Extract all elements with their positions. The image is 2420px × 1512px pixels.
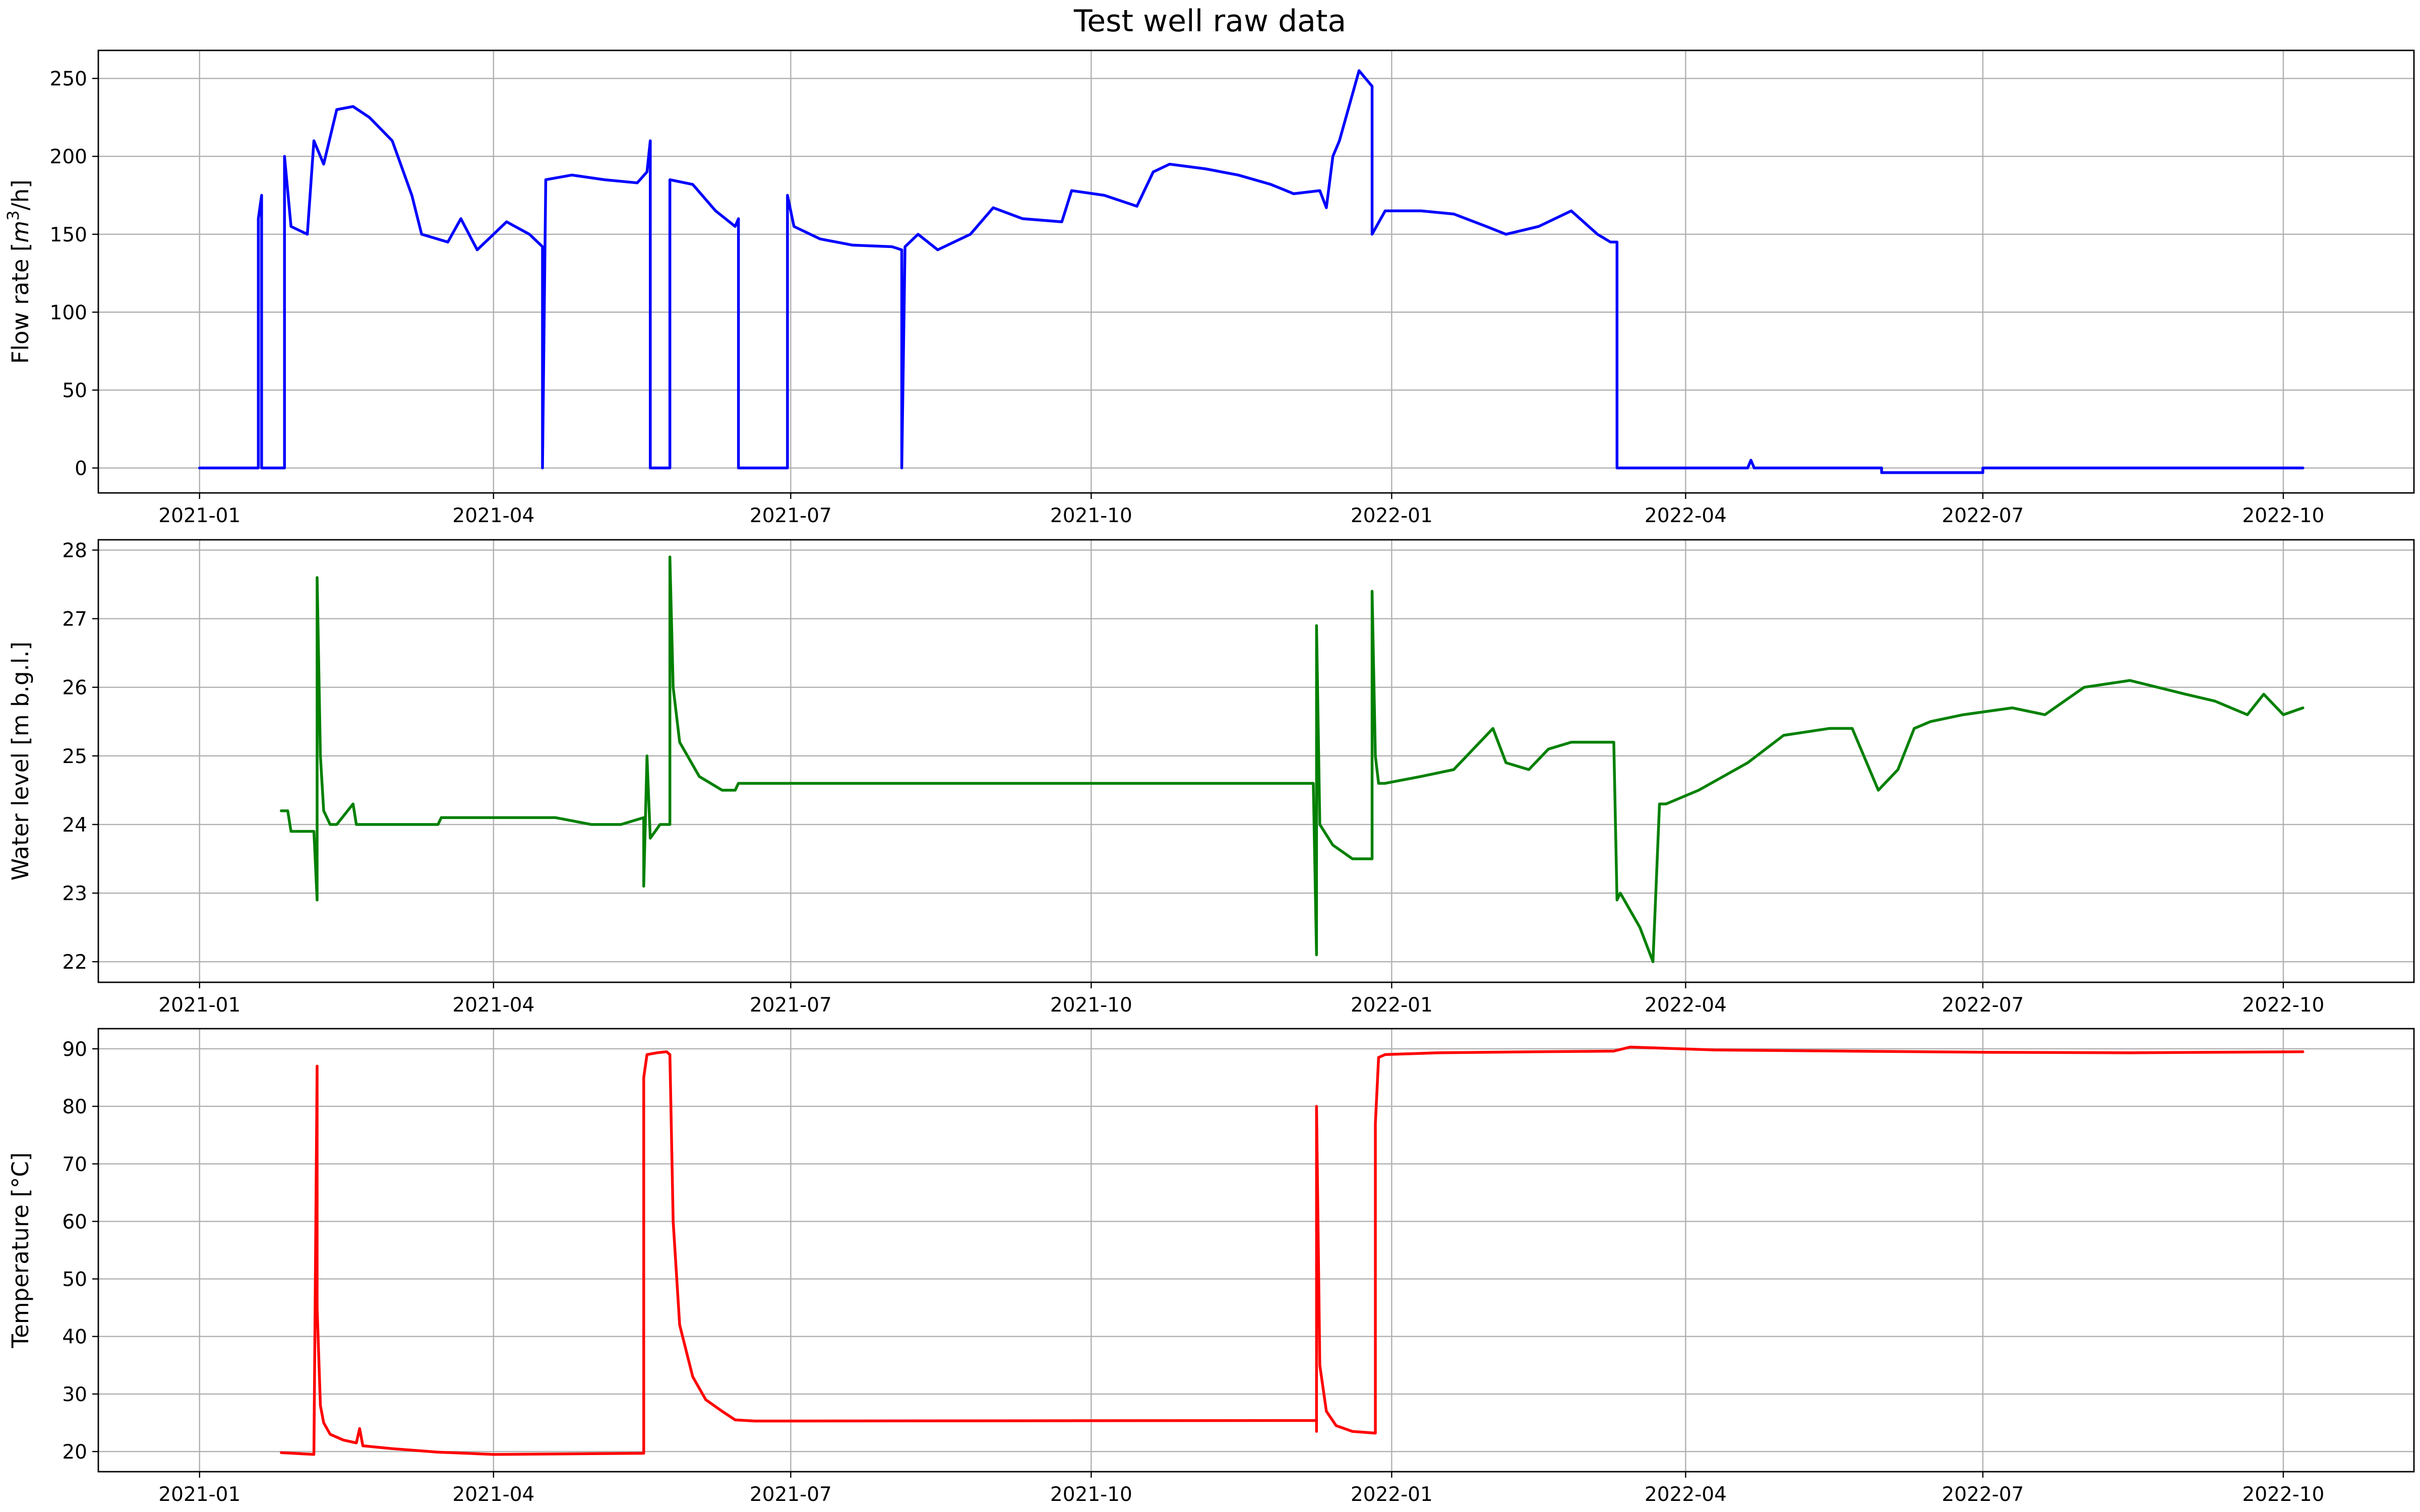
- x-tick-label: 2022-10: [2242, 505, 2324, 527]
- series-line: [198, 69, 2305, 474]
- series-line: [280, 555, 2305, 963]
- y-tick-label: 27: [62, 608, 87, 631]
- y-tick-label: 250: [50, 68, 87, 91]
- x-tick-label: 2021-07: [750, 505, 832, 527]
- x-tick-label: 2022-07: [1942, 994, 2024, 1017]
- y-axis-label: Temperature [°C]: [7, 1152, 34, 1348]
- axes-frame: [97, 1028, 2415, 1473]
- y-tick-label: 40: [62, 1326, 87, 1349]
- x-tick-label: 2022-01: [1351, 1483, 1433, 1506]
- y-tick-label: 20: [62, 1441, 87, 1464]
- x-tick-label: 2021-01: [158, 1483, 240, 1506]
- x-tick-label: 2022-01: [1351, 505, 1433, 527]
- panel-3: 2021-01 2021-04 2021-07 2021-10 2022-01 2022-…: [7, 1028, 2415, 1506]
- y-tick-label: 100: [50, 301, 87, 324]
- x-tick-label: 2021-04: [452, 994, 534, 1017]
- x-tick-label: 2021-01: [158, 505, 240, 527]
- x-tick-label: 2022-10: [2242, 994, 2324, 1017]
- x-tick-label: 2022-07: [1942, 505, 2024, 527]
- axes-frame: [97, 539, 2415, 983]
- y-tick-label: 30: [62, 1383, 87, 1406]
- x-tick-label: 2022-04: [1645, 1483, 1727, 1506]
- x-tick-label: 2021-07: [750, 1483, 832, 1506]
- x-tick-label: 2021-10: [1050, 505, 1132, 527]
- panel-1: 2021-01 2021-04 2021-07 2021-10 2022-01 2022-…: [4, 49, 2415, 527]
- y-tick-label: 200: [50, 146, 87, 168]
- x-tick-label: 2022-04: [1645, 994, 1727, 1017]
- y-tick-label: 90: [62, 1038, 87, 1061]
- x-tick-label: 2021-01: [158, 994, 240, 1017]
- y-tick-label: 80: [62, 1096, 87, 1118]
- y-tick-label: 25: [62, 745, 87, 768]
- y-tick-label: 28: [62, 539, 87, 562]
- x-tick-label: 2021-04: [452, 1483, 534, 1506]
- series-line: [280, 1045, 2305, 1456]
- x-tick-label: 2021-10: [1050, 994, 1132, 1017]
- x-tick-label: 2021-10: [1050, 1483, 1132, 1506]
- y-axis-label: Water level [m b.g.l.]: [7, 642, 34, 880]
- y-tick-label: 70: [62, 1153, 87, 1176]
- x-tick-label: 2021-07: [750, 994, 832, 1017]
- y-tick-label: 150: [50, 224, 87, 246]
- y-axis-label: Flow rate [m3/h]: [4, 179, 34, 364]
- y-tick-label: 50: [62, 1269, 87, 1291]
- y-tick-label: 23: [62, 883, 87, 905]
- axes-frame: [97, 49, 2415, 494]
- y-tick-label: 24: [62, 814, 87, 837]
- chart-title: Test well raw data: [1073, 4, 1347, 39]
- x-tick-label: 2022-01: [1351, 994, 1433, 1017]
- y-tick-label: 50: [62, 380, 87, 402]
- y-tick-label: 0: [75, 458, 87, 480]
- x-tick-label: 2022-07: [1942, 1483, 2024, 1506]
- x-tick-label: 2021-04: [452, 505, 534, 527]
- x-tick-label: 2022-04: [1645, 505, 1727, 527]
- y-tick-label: 26: [62, 677, 87, 700]
- y-tick-label: 22: [62, 951, 87, 974]
- x-tick-label: 2022-10: [2242, 1483, 2324, 1506]
- y-tick-label: 60: [62, 1211, 87, 1233]
- panel-2: 2021-01 2021-04 2021-07 2021-10 2022-01 2022-…: [7, 539, 2415, 1017]
